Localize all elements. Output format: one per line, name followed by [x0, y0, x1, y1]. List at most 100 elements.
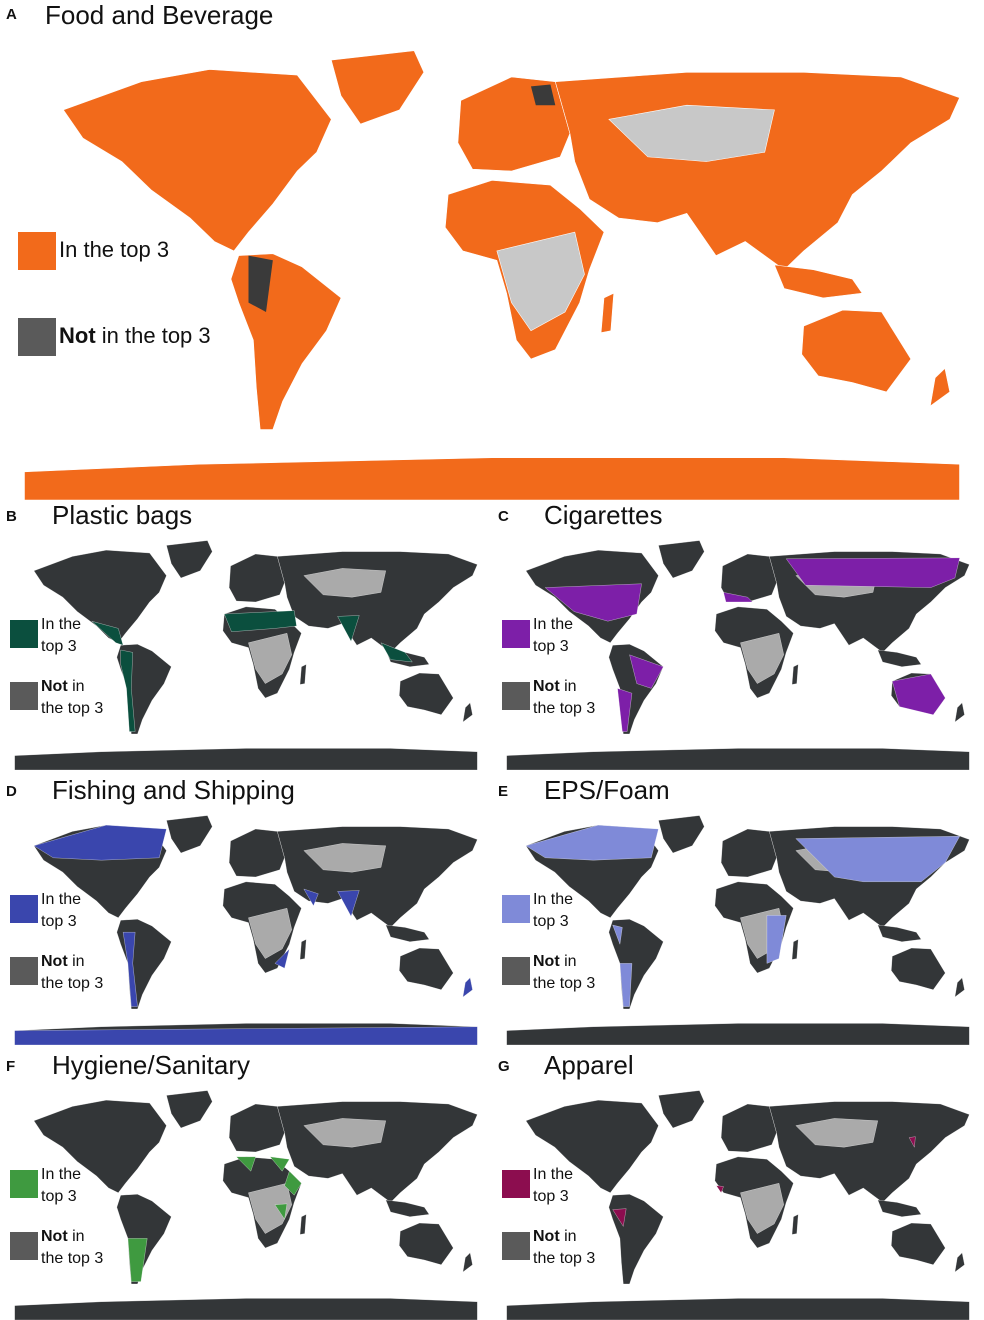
- land: [791, 1214, 799, 1235]
- legend-swatch: [502, 957, 530, 985]
- land: [954, 702, 965, 723]
- legend-text: top 3: [41, 1188, 77, 1205]
- legend-swatch: [502, 682, 530, 710]
- panel-title: Hygiene/Sanitary: [52, 1050, 250, 1080]
- land: [277, 551, 478, 653]
- region-top3: [33, 825, 167, 861]
- region-top3: [612, 1208, 627, 1227]
- legend-text: the top 3: [533, 975, 596, 992]
- region-top3: [91, 621, 124, 646]
- region-light: [608, 104, 775, 162]
- land: [385, 924, 430, 942]
- land: [457, 76, 571, 172]
- legend-not: Not in the top 3: [533, 676, 595, 720]
- legend-text: In the: [533, 891, 574, 908]
- land: [506, 1298, 970, 1320]
- legend-text: In the: [533, 616, 574, 633]
- legend-text: top 3: [41, 638, 77, 655]
- legend-swatch: [502, 1232, 530, 1260]
- land: [166, 540, 213, 579]
- land: [791, 939, 799, 960]
- legend-swatch: [10, 1170, 38, 1198]
- panel-letter: D: [6, 783, 17, 800]
- land: [929, 367, 951, 407]
- region-top3: [14, 1026, 478, 1045]
- legend-text: top 3: [533, 638, 569, 655]
- land: [462, 1252, 473, 1273]
- legend-swatch: [10, 1232, 38, 1260]
- land: [228, 828, 285, 878]
- panel-letter: E: [498, 783, 509, 800]
- region-top3: [908, 1136, 916, 1148]
- legend-swatch: [10, 682, 38, 710]
- legend-text: in: [564, 953, 577, 970]
- land: [801, 309, 912, 393]
- legend-not: Not in the top 3: [533, 951, 595, 995]
- legend-not: Not in the top 3: [41, 951, 103, 995]
- land: [658, 540, 705, 579]
- panel-title: EPS/Foam: [544, 775, 670, 805]
- region-light: [496, 231, 585, 332]
- legend-text: top 3: [41, 913, 77, 930]
- legend-text: in: [72, 1228, 85, 1245]
- legend-swatch: [10, 620, 38, 648]
- legend-bold: Not: [533, 953, 560, 970]
- legend-in: In the top 3: [59, 236, 169, 264]
- region-top3: [127, 1238, 148, 1282]
- panel-letter: F: [6, 1058, 16, 1075]
- land: [228, 553, 285, 603]
- region-light: [303, 1118, 386, 1148]
- legend-in: In the top 3: [533, 1164, 573, 1208]
- land: [525, 1100, 659, 1193]
- panel-letter: C: [498, 508, 509, 525]
- world-map: [24, 50, 960, 500]
- legend-not: Not in the top 3: [41, 1226, 103, 1270]
- land: [608, 1194, 664, 1285]
- region-top3: [795, 836, 960, 882]
- legend-text: the top 3: [41, 1250, 104, 1267]
- land: [462, 702, 473, 723]
- legend-swatch: [502, 895, 530, 923]
- panel-title: Plastic bags: [52, 500, 193, 530]
- legend-text: In the: [41, 616, 82, 633]
- region-top3: [785, 557, 960, 588]
- region-light: [740, 1183, 784, 1234]
- land: [720, 828, 777, 878]
- region-top3: [274, 1203, 288, 1220]
- region-top3: [716, 1185, 724, 1194]
- legend-in: In the top 3: [41, 889, 81, 933]
- panel-letter: G: [498, 1058, 510, 1075]
- legend-text: in: [564, 1228, 577, 1245]
- region-top3: [274, 948, 290, 969]
- region-top3: [629, 654, 664, 689]
- land: [230, 253, 342, 430]
- region-light: [795, 1118, 878, 1148]
- legend-text: the top 3: [533, 1250, 596, 1267]
- legend-text: in: [72, 678, 85, 695]
- legend-swatch: [502, 1170, 530, 1198]
- legend-in: In the top 3: [533, 889, 573, 933]
- panel-title: Apparel: [544, 1050, 634, 1080]
- region-top3: [617, 688, 633, 732]
- land: [24, 457, 960, 500]
- legend-in: In the top 3: [41, 1164, 81, 1208]
- region-top3: [303, 888, 319, 907]
- land: [954, 1252, 965, 1273]
- land: [791, 664, 799, 685]
- region-top3: [284, 1170, 302, 1196]
- legend-text: In the: [533, 1166, 574, 1183]
- legend-text: In the: [41, 1166, 82, 1183]
- world-map: [14, 540, 478, 770]
- region-top3: [612, 924, 623, 945]
- legend-swatch: [502, 620, 530, 648]
- world-map: [506, 815, 970, 1045]
- land: [228, 1103, 285, 1153]
- land: [877, 924, 922, 942]
- panel-title: Food and Beverage: [45, 0, 274, 30]
- land: [506, 748, 970, 770]
- region-light: [303, 843, 386, 873]
- legend-text: in the top 3: [101, 323, 211, 348]
- legend-text: in: [564, 678, 577, 695]
- land: [506, 1023, 970, 1045]
